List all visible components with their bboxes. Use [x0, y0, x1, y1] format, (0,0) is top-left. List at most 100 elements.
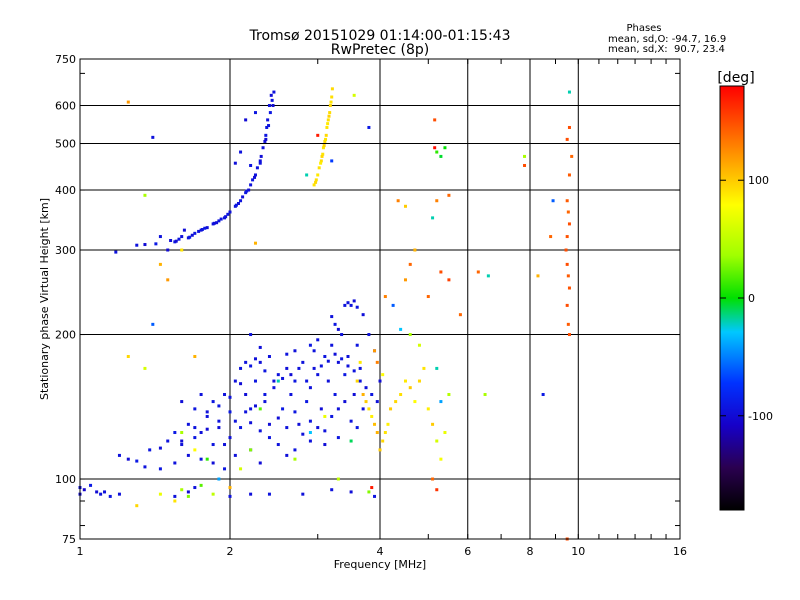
data-point: [276, 443, 280, 447]
data-point: [319, 161, 323, 165]
data-point: [173, 494, 177, 498]
data-point: [126, 354, 130, 358]
data-point: [199, 393, 203, 397]
data-point: [289, 393, 293, 397]
data-point: [305, 400, 309, 404]
data-point: [244, 360, 248, 364]
y-tick-label: 100: [55, 473, 76, 486]
data-point: [326, 122, 330, 126]
chart-subtitle: RwPretec (8p): [331, 42, 429, 58]
data-point: [186, 422, 190, 426]
data-point: [324, 133, 328, 137]
data-point: [565, 235, 569, 239]
data-point: [541, 393, 545, 397]
data-point: [343, 303, 347, 307]
data-point: [285, 453, 289, 457]
data-point: [370, 393, 374, 397]
data-point: [523, 154, 527, 158]
data-point: [566, 210, 570, 214]
data-point: [399, 327, 403, 331]
colorbar-tick-label: 100: [748, 174, 769, 187]
data-point: [151, 322, 155, 326]
data-point: [565, 199, 569, 203]
data-point: [158, 235, 162, 239]
data-point: [373, 422, 377, 426]
x-tick-label: 8: [527, 545, 534, 558]
data-point: [177, 237, 181, 241]
data-point: [439, 400, 443, 404]
data-point: [435, 488, 439, 492]
data-point: [293, 410, 297, 414]
data-point: [244, 393, 248, 397]
data-point: [394, 400, 398, 404]
data-point: [253, 404, 257, 408]
data-point: [431, 477, 435, 481]
data-point: [239, 467, 243, 471]
data-point: [352, 299, 356, 303]
data-point: [99, 492, 103, 496]
data-point: [258, 407, 262, 411]
data-point: [320, 154, 324, 158]
data-point: [301, 432, 305, 436]
data-point: [258, 345, 262, 349]
data-point: [317, 166, 321, 170]
data-point: [193, 354, 197, 358]
data-point: [199, 457, 203, 461]
data-point: [458, 313, 462, 317]
data-point: [249, 448, 253, 452]
data-point: [219, 217, 223, 221]
data-point: [200, 228, 204, 232]
data-point: [251, 178, 255, 182]
data-point: [321, 146, 325, 150]
data-point: [215, 221, 219, 225]
data-point: [228, 395, 232, 399]
data-point: [396, 199, 400, 203]
data-point: [226, 212, 230, 216]
y-axis-label: Stationary phase Virtual Height [km]: [38, 198, 51, 400]
x-axis: 1 2 4 6 8 10 16: [77, 59, 687, 558]
data-point: [567, 125, 571, 129]
data-point: [364, 400, 368, 404]
data-point: [326, 379, 330, 383]
data-point: [422, 366, 426, 370]
data-point: [169, 239, 173, 243]
data-point: [413, 400, 417, 404]
data-point: [270, 98, 274, 102]
data-point: [249, 407, 253, 411]
data-point: [349, 419, 353, 423]
y-axis: 75 100 200 300 400 500 600 750: [55, 53, 680, 546]
data-point: [267, 422, 271, 426]
data-point: [193, 486, 197, 490]
data-point: [253, 175, 257, 179]
data-point: [340, 333, 344, 337]
data-point: [322, 144, 326, 148]
data-point: [173, 431, 177, 435]
data-point: [166, 248, 170, 252]
data-point: [567, 286, 571, 290]
data-point: [389, 407, 393, 411]
data-point: [439, 154, 443, 158]
data-point: [190, 233, 194, 237]
data-point: [259, 154, 263, 158]
data-point: [268, 111, 272, 115]
data-point: [381, 373, 385, 377]
data-point: [570, 154, 574, 158]
data-point: [228, 436, 232, 440]
data-point: [263, 369, 267, 373]
data-point: [375, 360, 379, 364]
data-point: [276, 379, 280, 383]
data-point: [236, 201, 240, 205]
data-point: [217, 219, 221, 223]
data-point: [253, 241, 257, 245]
data-point: [233, 161, 237, 165]
data-point: [549, 235, 553, 239]
data-point: [193, 448, 197, 452]
data-point: [308, 343, 312, 347]
data-point: [435, 366, 439, 370]
data-point: [193, 407, 197, 411]
data-point: [267, 104, 271, 108]
data-point: [355, 305, 359, 309]
data-point: [333, 352, 337, 356]
data-point: [272, 386, 276, 390]
x-tick-label: 10: [571, 545, 585, 558]
